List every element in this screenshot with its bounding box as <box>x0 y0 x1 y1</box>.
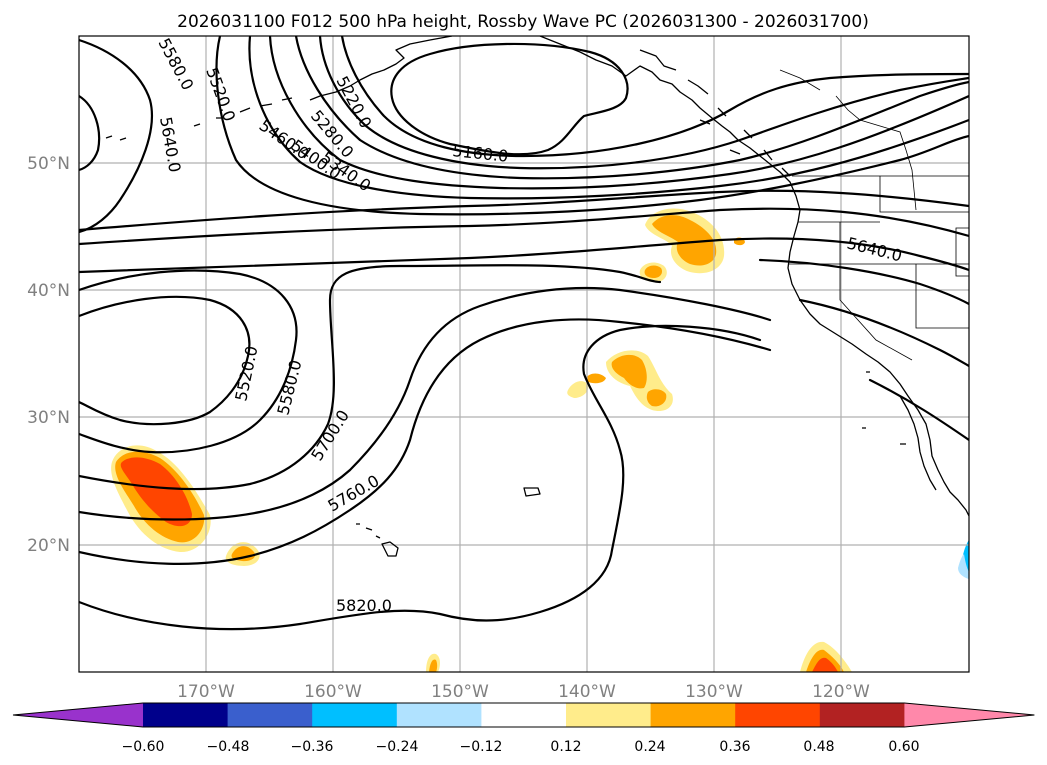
colorbar-segment <box>819 703 905 727</box>
contour-5640-nw <box>79 94 101 172</box>
height-contours <box>79 36 969 631</box>
contour-5760 <box>79 286 772 521</box>
shade-blob-nw-small-mid <box>644 265 663 278</box>
colorbar-segment <box>650 703 736 727</box>
colorbar-segment <box>396 703 482 727</box>
contour-5700-east <box>758 258 969 306</box>
contour-label: 5640.0 <box>845 233 904 265</box>
lon-label: 140°W <box>558 682 616 702</box>
contour-label: 5580.0 <box>154 35 197 93</box>
lat-label: 30°N <box>27 408 70 428</box>
shade-blob-central-dot <box>646 389 667 407</box>
lon-label: 120°W <box>812 682 870 702</box>
colorbar-segment <box>566 703 652 727</box>
contour-5580-nw <box>79 38 154 234</box>
contour-5700 <box>79 264 662 491</box>
colorbar-segment <box>312 703 398 727</box>
colorbar-tick-label: 0.36 <box>719 739 750 755</box>
lon-label: 150°W <box>431 682 489 702</box>
lon-label: 130°W <box>685 682 743 702</box>
island-misc <box>862 371 906 445</box>
baja-california <box>899 395 937 491</box>
colorbar-segment <box>227 703 313 727</box>
anomaly-shading <box>111 208 969 672</box>
colorbar-tick-label: −0.36 <box>291 739 334 755</box>
colorbar-extend-low <box>13 703 143 727</box>
contour-5160 <box>390 42 629 156</box>
us-west-coast <box>787 221 969 517</box>
colorbar-tick-label: 0.48 <box>803 739 834 755</box>
colorbar-extend-high <box>904 703 1035 727</box>
colorbar-tick-label: −0.48 <box>207 739 250 755</box>
hawaii-small <box>356 523 381 539</box>
canada-islands <box>639 49 791 177</box>
colorbar-tick-label: −0.60 <box>122 739 165 755</box>
contour-5520-nw <box>215 36 969 216</box>
hawaii-island <box>381 541 399 557</box>
shade-blob-central-left2 <box>586 373 606 384</box>
colorbar-segments <box>12 702 1035 728</box>
colorbar-tick-label: 0.24 <box>634 739 665 755</box>
contour-5520-west <box>79 295 251 426</box>
shade-blob-central-mid <box>611 354 647 389</box>
map-panel: 5580.0 5520.0 5640.0 5460.0 5400.0 5340.… <box>27 35 970 702</box>
colorbar-segment <box>735 703 821 727</box>
colorbar: −0.60 −0.48 −0.36 −0.24 −0.12 0.12 0.24 … <box>12 702 1035 755</box>
lon-labels: 170°W 160°W 150°W 140°W 130°W 120°W <box>177 682 870 702</box>
colorbar-ticks: −0.60 −0.48 −0.36 −0.24 −0.12 0.12 0.24 … <box>122 739 920 755</box>
shade-blob-small-1-mid <box>231 546 256 562</box>
contour-label: 5220.0 <box>332 73 375 131</box>
contour-label: 5580.0 <box>273 358 305 417</box>
contour-5760-east <box>798 298 969 368</box>
canada-inland-coast <box>779 69 917 211</box>
contour-5580-band <box>79 189 969 232</box>
colorbar-tick-label: −0.24 <box>376 739 419 755</box>
contour-5340 <box>294 36 969 180</box>
lon-label: 170°W <box>177 682 235 702</box>
colorbar-segment <box>143 703 229 727</box>
contour-label: 5640.0 <box>156 115 184 173</box>
colorbar-tick-label: 0.12 <box>550 739 581 755</box>
contour-5400 <box>268 36 969 190</box>
shade-blob-south-2-core <box>812 657 838 672</box>
contour-5580-west <box>79 269 298 454</box>
lat-labels: 50°N 40°N 30°N 20°N <box>27 154 70 556</box>
lon-label: 160°W <box>304 682 362 702</box>
shade-blob-negative-light <box>958 554 969 580</box>
aleutians <box>105 97 293 141</box>
lat-label: 50°N <box>27 154 70 174</box>
contour-5640-b <box>79 207 969 246</box>
contour-5820 <box>79 318 772 631</box>
lat-label: 20°N <box>27 536 70 556</box>
shade-blob-south-1-mid <box>429 659 438 672</box>
coastlines <box>105 36 969 557</box>
map-frame <box>78 35 970 673</box>
contour-5640-long <box>79 237 969 274</box>
shade-blob-nw-mid <box>652 215 717 266</box>
colorbar-tick-label: 0.60 <box>888 739 919 755</box>
contour-5820-east <box>868 378 969 442</box>
colorbar-segment <box>481 703 567 727</box>
contour-label: 5820.0 <box>336 596 392 615</box>
graticule <box>79 36 969 672</box>
shade-blob-central-left <box>567 381 589 398</box>
island-guadalupe <box>523 487 541 497</box>
contour-5220 <box>340 36 969 158</box>
colorbar-outline <box>12 702 1035 728</box>
contour-label: 5520.0 <box>202 65 239 124</box>
contour-5460 <box>248 36 969 200</box>
contour-5280 <box>318 36 969 170</box>
lat-label: 40°N <box>27 281 70 301</box>
figure-title: 2026031100 F012 500 hPa height, Rossby W… <box>177 12 869 32</box>
colorbar-tick-label: −0.12 <box>460 739 503 755</box>
shade-blob-west-core <box>120 457 192 527</box>
alaska-coast <box>309 36 801 223</box>
contour-label: 5520.0 <box>231 344 261 403</box>
